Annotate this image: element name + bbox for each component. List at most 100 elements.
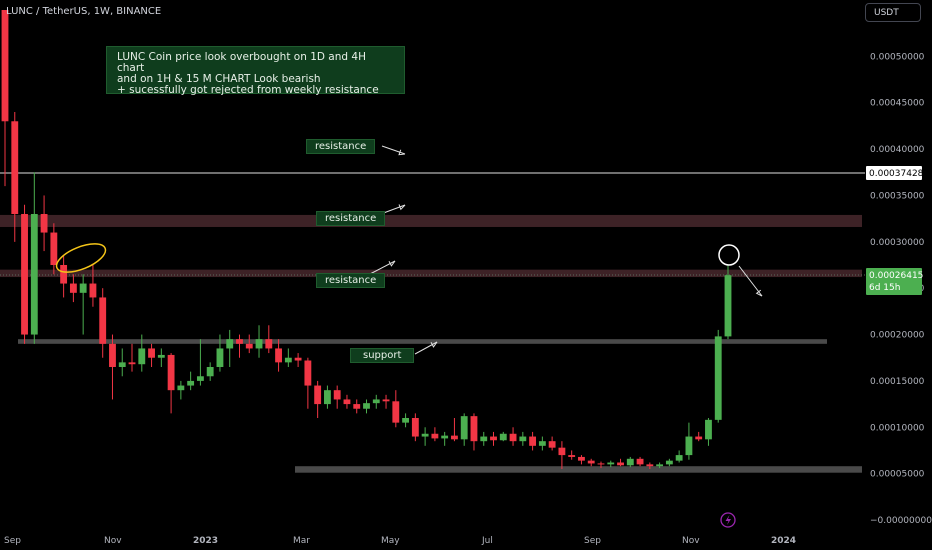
support-label[interactable]: support: [350, 348, 415, 363]
candle-body: [431, 433, 439, 439]
candle-body: [509, 433, 517, 442]
candle-body: [597, 463, 605, 465]
candle-body: [480, 436, 488, 442]
candle-body: [421, 433, 429, 437]
candle-body: [294, 357, 302, 361]
x-tick-label: May: [381, 536, 400, 546]
candle-body: [30, 214, 38, 335]
current-price-badge: [866, 268, 922, 296]
candle-body: [177, 385, 185, 391]
candle-body: [353, 404, 361, 409]
candle-body: [60, 265, 68, 284]
candle-body: [568, 455, 576, 457]
candle-body: [499, 433, 507, 441]
candle-body: [675, 455, 683, 461]
currency-selector-button[interactable]: USDT: [865, 3, 921, 22]
y-tick-label: 0.00040000: [870, 145, 925, 155]
support-zone: [18, 339, 827, 344]
candle-body: [226, 339, 234, 349]
candle-body: [470, 416, 478, 442]
support-arrow: [414, 341, 438, 355]
candle-body: [529, 436, 537, 446]
candle-body: [548, 441, 556, 448]
x-tick-label: Sep: [584, 536, 601, 546]
y-tick-label: 0.00020000: [870, 331, 925, 341]
bearish-arrow: [738, 265, 763, 297]
resistance-arrow-lower: [369, 260, 396, 275]
resistance-price-badge: [866, 165, 922, 180]
rejection-highlight-circle: [718, 244, 740, 266]
candle-body: [587, 460, 595, 464]
candle-body: [89, 283, 97, 298]
x-tick-label: Nov: [104, 536, 122, 546]
symbol-title: LUNC / TetherUS, 1W, BINANCE: [6, 6, 162, 17]
resistance-arrow-lower-head: [388, 260, 396, 267]
candle-body: [196, 376, 204, 381]
candle-body: [236, 339, 243, 344]
candle-body: [626, 458, 634, 466]
y-tick-label: 0.00050000: [870, 52, 925, 62]
candle-body: [99, 297, 107, 344]
x-tick-label: Sep: [4, 536, 21, 546]
candle-body: [636, 458, 644, 465]
candle-body: [118, 362, 126, 367]
candle-body: [11, 121, 19, 214]
candle-body: [646, 464, 654, 467]
x-tick-label: 2023: [193, 536, 218, 546]
candle-body: [685, 436, 693, 456]
candle-body: [1, 10, 9, 122]
y-tick-label: 0.00045000: [870, 99, 925, 109]
resistance-price-text: 0.00037428: [869, 169, 924, 179]
x-tick-label: Jul: [481, 536, 493, 546]
candle-body: [578, 456, 585, 461]
countdown-text: 6d 15h: [869, 283, 900, 293]
candle-body: [382, 399, 390, 402]
candle-body: [284, 357, 292, 363]
analysis-note[interactable]: LUNC Coin price look overbought on 1D an…: [106, 46, 405, 96]
candle-body: [617, 462, 624, 466]
candle-body: [138, 348, 146, 365]
bearish-arrow-head: [755, 289, 763, 297]
candle-body: [695, 436, 703, 440]
candle-body: [558, 447, 566, 456]
candle-body: [21, 214, 28, 335]
resistance-label-lower[interactable]: resistance: [316, 273, 386, 288]
y-tick-label: −0.00000000: [870, 516, 932, 526]
resistance-arrow-middle-head: [398, 204, 406, 211]
candle-body: [656, 464, 664, 467]
candle-body: [245, 343, 253, 349]
y-tick-label: 0.00015000: [870, 377, 925, 387]
x-tick-label: 2024: [771, 536, 796, 546]
lightning-icon: [720, 512, 736, 528]
lightning-icon-glyph: [725, 515, 731, 525]
support-arrow-head: [430, 341, 438, 348]
resistance-arrow-top: [381, 145, 406, 155]
y-tick-label: 0.00035000: [870, 191, 925, 201]
candle-body: [333, 390, 341, 400]
candle-body: [109, 343, 116, 367]
candle-body: [363, 403, 370, 409]
candle-body: [167, 354, 175, 391]
y-tick-label: 0.00005000: [870, 470, 925, 480]
candle-body: [148, 348, 155, 358]
resistance-zone-lower: [0, 269, 862, 278]
candle-body: [372, 399, 380, 404]
x-tick-label: Nov: [682, 536, 700, 546]
x-tick-label: Mar: [293, 536, 310, 546]
early-rejection-ellipse: [55, 243, 107, 273]
candle-body: [314, 385, 322, 405]
candle-body: [157, 354, 165, 358]
candle-body: [206, 367, 214, 377]
candle-body: [69, 283, 77, 293]
resistance-label-top[interactable]: resistance: [306, 139, 376, 154]
candle-body: [50, 232, 58, 265]
candle-body: [451, 435, 458, 440]
candle-body: [128, 362, 136, 365]
resistance-label-middle[interactable]: resistance: [316, 211, 386, 226]
y-tick-label: 0.00030000: [870, 238, 925, 248]
candle-body: [255, 339, 263, 349]
resistance-zone-upper: [0, 214, 862, 227]
candle-body: [665, 460, 673, 465]
candle-body: [402, 418, 410, 423]
candle-body: [538, 441, 546, 446]
